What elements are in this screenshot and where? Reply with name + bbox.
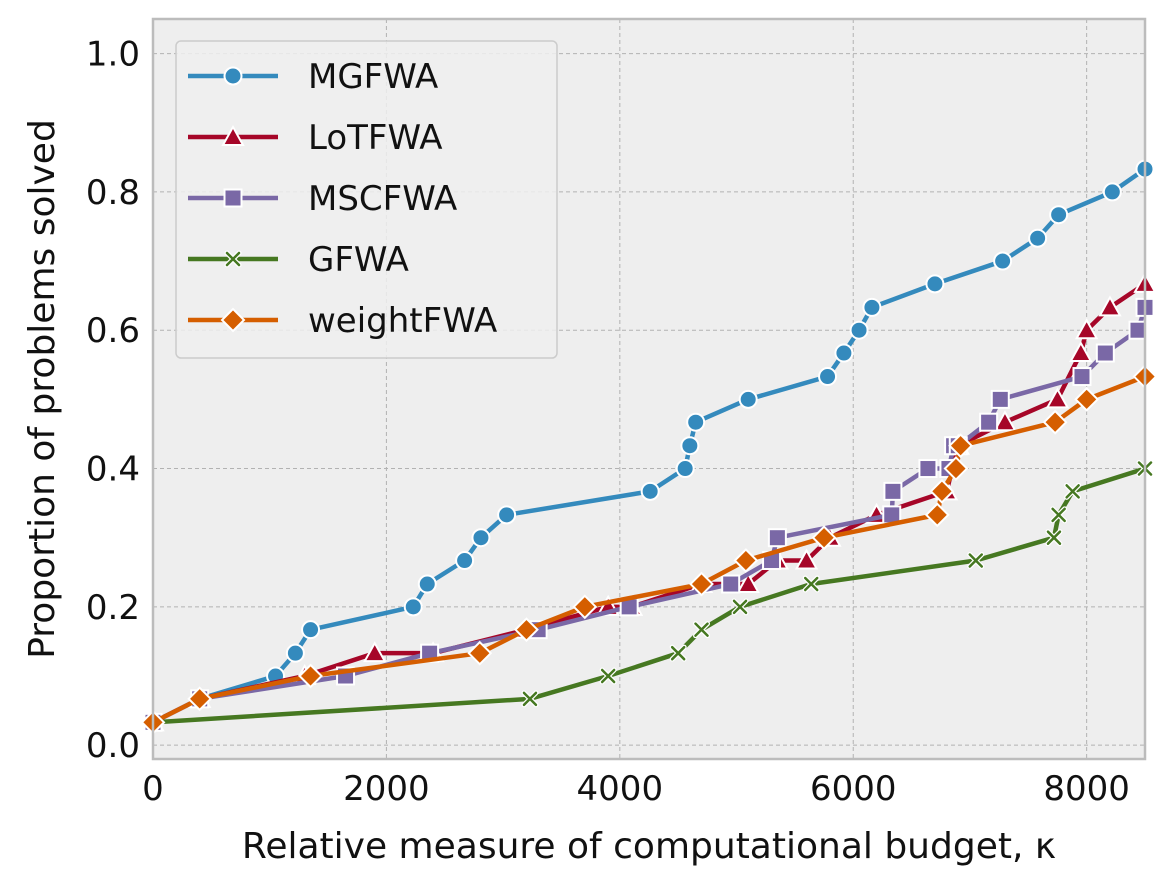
data-point [514,617,539,643]
legend-marker [223,188,243,208]
data-point [521,690,539,708]
data-point [794,548,819,570]
data-point [918,459,938,479]
legend-label: LoTFWA [308,118,443,158]
data-point [680,436,700,456]
data-point [1050,506,1068,524]
legend-label: MGFWA [308,57,438,97]
legend-label: MSCFWA [308,179,457,219]
y-tick-label: 0.2 [86,588,140,628]
series-line [151,374,1146,725]
data-point [640,481,660,501]
data-point [731,598,749,616]
data-point [1045,387,1070,409]
y-tick-label: 0.4 [86,450,140,490]
data-point [1095,343,1115,363]
data-point [1128,320,1148,340]
data-point [929,478,955,504]
legend-label: GFWA [308,240,409,280]
y-tick-label: 0.6 [86,311,140,351]
y-ticks: 0.0 0.2 0.4 0.6 0.8 1.0 [86,35,140,767]
data-point [818,367,838,387]
data-point [403,597,423,617]
data-point [1045,529,1063,547]
legend-item: weightFWA [188,301,497,341]
legend-item: GFWA [188,240,409,280]
plot-frame [151,17,1147,761]
x-tick-label: 2000 [343,769,430,809]
data-point [883,481,903,501]
data-point [925,274,945,294]
y-tick-label: 1.0 [86,35,140,75]
data-point [1069,340,1093,363]
legend-marker [223,66,243,86]
data-point [943,456,969,481]
data-point [1042,409,1068,435]
legend-box [175,40,558,359]
data-point [767,528,787,548]
data-point [990,389,1010,409]
series-weightFWA [140,364,1158,735]
data-point [834,343,854,363]
data-point [669,644,687,662]
data-point [301,620,321,640]
legend-marker [221,124,245,146]
y-tick-label: 0.8 [86,173,140,213]
data-point [363,641,387,663]
data-point [298,663,323,689]
legend-marker [224,250,242,268]
data-point [693,621,711,639]
data-point [1074,386,1100,412]
data-point [811,525,837,551]
data-point [1028,228,1048,248]
x-axis-label: Relative measure of computational budget… [242,826,1056,867]
data-point [849,320,869,340]
data-point [736,571,760,594]
data-point [686,412,706,432]
data-point [1102,182,1122,202]
data-point [471,528,491,548]
data-point [1049,205,1069,225]
data-point [948,433,974,459]
data-point [497,505,517,525]
legend-marker [220,307,246,333]
x-tick-label: 6000 [810,769,897,809]
data-point [1072,367,1092,387]
y-axis-label: Proportion of problems solved [22,119,63,659]
data-point [285,643,305,663]
data-point [993,251,1013,271]
legend-item: MSCFWA [188,179,457,219]
data-point [924,502,950,528]
data-point [967,552,985,570]
data-point [802,575,820,593]
data-point [738,389,758,409]
data-point [721,574,741,594]
x-tick-label: 8000 [1043,769,1130,809]
data-point [1064,482,1082,500]
series-line [151,282,1147,725]
data-point [417,574,437,594]
x-tick-label: 0 [142,769,164,809]
data-point [1098,295,1122,317]
data-point [689,571,714,597]
data-point [1074,318,1099,340]
x-ticks: 0 2000 4000 6000 8000 [142,769,1130,809]
data-point [187,686,213,712]
x-tick-label: 4000 [577,769,664,809]
data-point [862,297,882,317]
legend-item: LoTFWA [188,118,443,158]
y-tick-label: 0.0 [86,726,140,766]
legend-label: weightFWA [308,301,497,341]
data-point [599,667,617,685]
data-point [993,410,1017,432]
data-point [455,551,475,571]
data-point [733,548,759,573]
legend: MGFWA LoTFWA MSCFWA GFWA weightFWA [175,40,558,359]
data-point [979,412,999,432]
data-point [572,594,598,620]
data-point [675,459,695,479]
legend-item: MGFWA [188,57,438,97]
data-point [467,640,493,666]
